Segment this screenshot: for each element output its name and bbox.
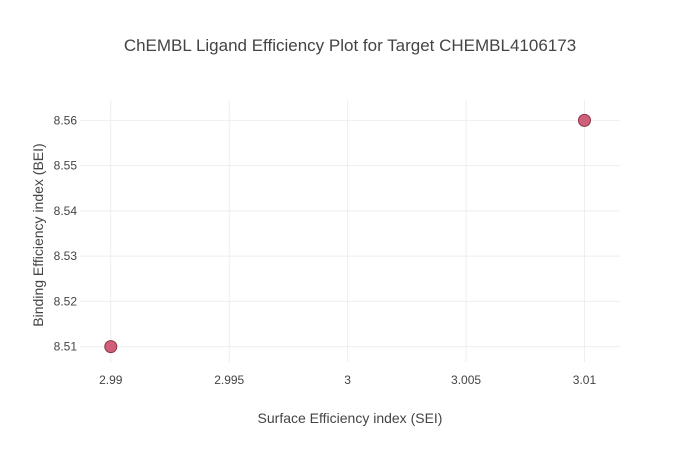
y-axis-ticks: 8.51 8.52 8.53 8.54 8.55 8.56 bbox=[54, 113, 78, 353]
data-point[interactable] bbox=[104, 340, 118, 354]
y-tick-label: 8.52 bbox=[54, 294, 78, 308]
x-tick-label: 2.99 bbox=[99, 373, 123, 387]
x-tick-label: 2.995 bbox=[214, 373, 244, 387]
x-tick-label: 3 bbox=[344, 373, 351, 387]
data-point[interactable] bbox=[577, 113, 591, 127]
x-tick-label: 3.005 bbox=[451, 373, 481, 387]
chart-title: ChEMBL Ligand Efficiency Plot for Target… bbox=[124, 36, 576, 55]
x-tick-label: 3.01 bbox=[573, 373, 597, 387]
x-axis-ticks: 2.99 2.995 3 3.005 3.01 bbox=[99, 373, 596, 387]
x-axis-title: Surface Efficiency index (SEI) bbox=[258, 410, 443, 426]
data-points bbox=[104, 113, 591, 354]
y-axis-title: Binding Efficiency index (BEI) bbox=[30, 143, 46, 326]
y-tick-label: 8.55 bbox=[54, 159, 78, 173]
grid bbox=[80, 100, 620, 362]
y-tick-label: 8.56 bbox=[54, 113, 78, 127]
y-tick-label: 8.54 bbox=[54, 204, 78, 218]
y-tick-label: 8.53 bbox=[54, 249, 78, 263]
y-tick-label: 8.51 bbox=[54, 340, 78, 354]
